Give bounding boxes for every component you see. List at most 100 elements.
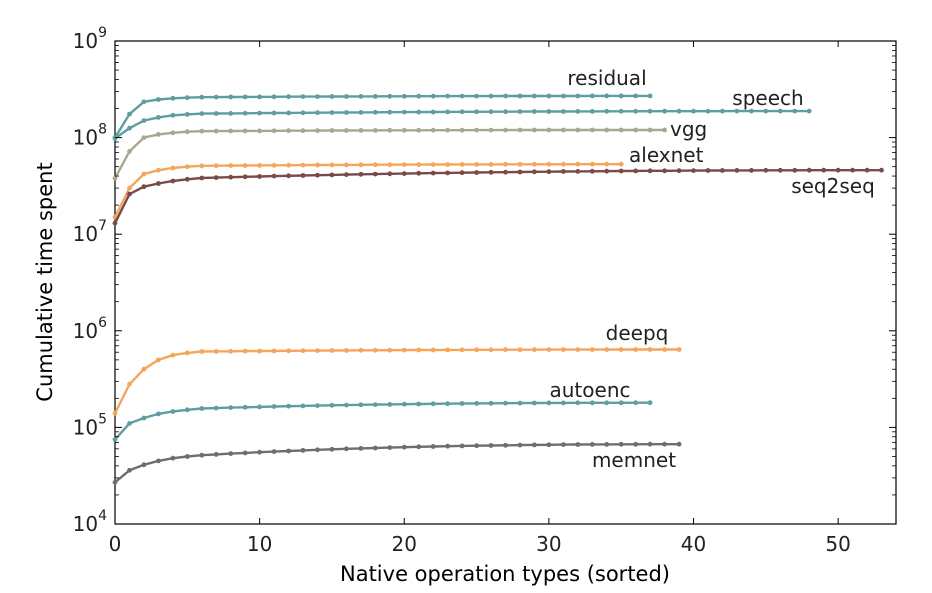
- data-point: [286, 173, 291, 179]
- data-point: [618, 161, 624, 167]
- y-tick-label: 107: [73, 218, 107, 246]
- data-point: [445, 443, 450, 449]
- data-point: [387, 445, 393, 450]
- series-vgg: [112, 127, 667, 181]
- data-point: [271, 449, 277, 454]
- data-point: [749, 108, 754, 114]
- data-point: [546, 347, 552, 352]
- data-point: [213, 405, 219, 411]
- data-point: [575, 169, 581, 174]
- data-point: [445, 93, 450, 99]
- data-point: [184, 407, 190, 413]
- plot-area: [114, 40, 897, 525]
- series-autoenc: [112, 400, 653, 442]
- data-point: [141, 135, 147, 141]
- data-point: [618, 127, 624, 133]
- data-point: [315, 128, 320, 134]
- data-point: [358, 446, 364, 451]
- data-point: [589, 400, 595, 406]
- data-point: [864, 167, 870, 173]
- data-point: [416, 127, 422, 133]
- data-point: [199, 452, 205, 458]
- data-point: [575, 442, 581, 447]
- data-point: [445, 127, 450, 133]
- data-point: [430, 444, 436, 449]
- data-point: [300, 448, 306, 453]
- data-point: [228, 405, 234, 410]
- data-point: [503, 161, 508, 167]
- data-point: [127, 467, 132, 473]
- series-residual: [112, 93, 653, 141]
- data-point: [474, 170, 479, 175]
- data-point: [184, 129, 190, 135]
- data-point: [604, 161, 610, 167]
- data-point: [401, 127, 407, 133]
- data-point: [242, 94, 248, 100]
- data-point: [691, 168, 696, 174]
- data-point: [589, 168, 595, 174]
- data-point: [474, 127, 479, 133]
- data-point: [430, 109, 436, 115]
- y-tick-label: 105: [73, 411, 107, 439]
- data-point: [633, 93, 639, 99]
- data-point: [662, 108, 667, 114]
- data-point: [257, 174, 262, 179]
- data-point: [647, 347, 653, 352]
- data-point: [271, 128, 277, 134]
- data-point: [127, 381, 132, 387]
- data-point: [401, 93, 407, 99]
- data-point: [170, 409, 176, 414]
- data-point: [286, 94, 291, 100]
- data-point: [561, 161, 566, 167]
- data-point: [517, 442, 523, 448]
- data-point: [474, 109, 479, 115]
- series-label-vgg: vgg: [670, 117, 707, 141]
- data-point: [286, 162, 291, 168]
- x-axis-title: Native operation types (sorted): [340, 562, 670, 586]
- data-point: [777, 167, 783, 173]
- x-axis-ticks: 0 10 20 30 40 50: [109, 41, 851, 556]
- data-point: [532, 161, 537, 167]
- data-point: [329, 172, 335, 178]
- data-point: [242, 174, 248, 180]
- data-point: [286, 403, 291, 409]
- data-point: [445, 109, 450, 115]
- data-point: [835, 167, 841, 173]
- data-point: [156, 115, 161, 120]
- y-tick-label: 109: [73, 25, 107, 53]
- data-point: [517, 169, 523, 175]
- data-point: [561, 109, 566, 114]
- data-point: [141, 366, 147, 372]
- data-point: [488, 169, 494, 175]
- data-point: [618, 168, 624, 174]
- series-label-seq2seq: seq2seq: [791, 174, 875, 198]
- data-point: [271, 94, 277, 100]
- data-point: [561, 347, 566, 352]
- data-point: [532, 400, 537, 406]
- data-point: [459, 162, 465, 167]
- data-point: [459, 401, 465, 406]
- data-point: [604, 108, 610, 114]
- data-point: [401, 162, 407, 168]
- data-point: [589, 161, 595, 167]
- x-tick-label: 10: [247, 532, 272, 556]
- data-point: [257, 348, 262, 354]
- data-point: [156, 411, 161, 417]
- data-point: [474, 162, 479, 167]
- data-point: [734, 108, 740, 114]
- data-point: [387, 171, 393, 177]
- data-point: [156, 357, 161, 363]
- data-point: [228, 451, 234, 456]
- data-point: [604, 442, 610, 447]
- data-point: [720, 168, 725, 173]
- data-point: [372, 171, 378, 177]
- data-point: [430, 401, 436, 407]
- data-point: [228, 94, 234, 100]
- data-point: [676, 347, 682, 352]
- data-point: [416, 93, 422, 99]
- data-point: [633, 127, 639, 133]
- data-point: [300, 128, 306, 134]
- data-point: [127, 421, 132, 426]
- data-point: [517, 347, 523, 353]
- data-point: [604, 347, 610, 352]
